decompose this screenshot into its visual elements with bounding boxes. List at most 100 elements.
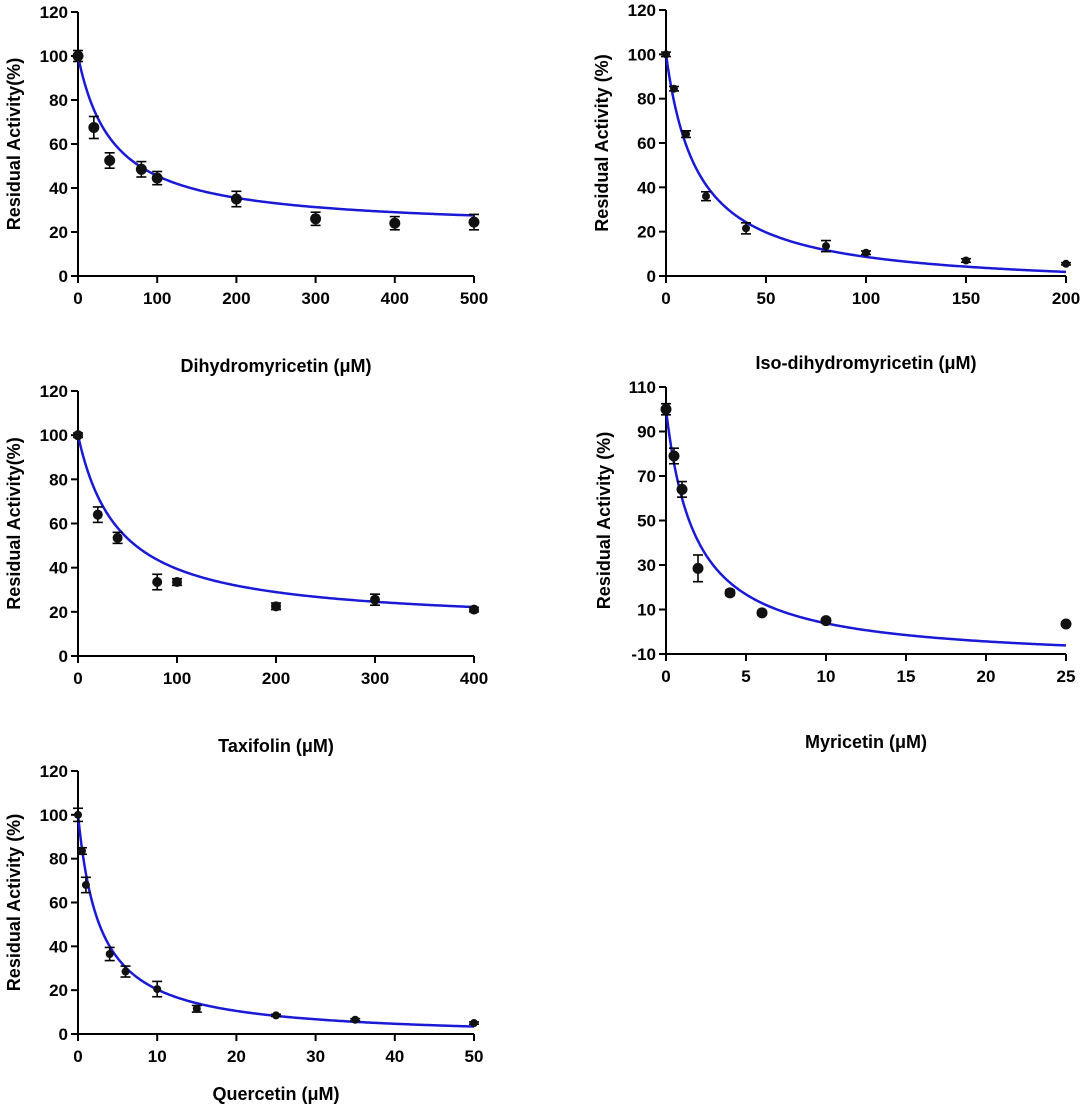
data-point — [135, 163, 147, 175]
x-axis-title: Dihydromyricetin (μM) — [180, 356, 371, 376]
y-tick-label: 10 — [637, 601, 656, 620]
data-point — [742, 224, 750, 233]
data-point — [468, 216, 480, 228]
data-point — [670, 84, 678, 93]
x-tick-label: 0 — [661, 667, 670, 686]
y-tick-label: 40 — [49, 179, 68, 198]
data-point — [756, 607, 768, 619]
y-tick-label: 0 — [59, 267, 68, 286]
x-tick-label: 200 — [1052, 289, 1080, 308]
x-tick-label: 10 — [817, 667, 836, 686]
y-tick-label: 40 — [49, 559, 68, 578]
y-tick-label: 20 — [49, 223, 68, 242]
y-tick-label: 80 — [49, 91, 68, 110]
data-point — [351, 1015, 360, 1024]
x-tick-label: 0 — [73, 669, 82, 688]
y-tick-label: 80 — [49, 470, 68, 489]
y-tick-label: 60 — [637, 134, 656, 153]
fit-curve — [664, 54, 1067, 274]
data-point — [1060, 618, 1072, 630]
x-axis-title: Quercetin (μM) — [212, 1084, 339, 1104]
chart-panel-3: 0 20 40 60 80 100 120 0 100 200 300 400 Taxifolin (μ… — [4, 382, 488, 756]
y-axis-title: Residual Activity (%) — [592, 54, 612, 231]
x-axis-title: Myricetin (μM) — [805, 732, 927, 752]
data-point — [692, 562, 704, 574]
y-tick-label: 70 — [637, 467, 656, 486]
x-tick-label: 300 — [361, 669, 389, 688]
y-tick-label: 80 — [49, 850, 68, 869]
data-point — [88, 122, 100, 133]
fit-curve — [76, 434, 475, 609]
chart-panel-5: 0 20 40 60 80 100 120 0 10 20 30 40 50 Quercetin (μM)… — [4, 762, 483, 1104]
data-point — [230, 193, 242, 205]
data-point — [77, 846, 86, 855]
y-axis-title: Residual Activity(%) — [4, 437, 24, 609]
x-tick-label: 400 — [381, 289, 409, 308]
y-tick-label: 90 — [637, 423, 656, 442]
y-tick-label: 80 — [637, 90, 656, 109]
data-point — [81, 880, 90, 889]
y-tick-label: 110 — [629, 378, 656, 397]
data-point — [702, 192, 710, 201]
y-tick-label: 100 — [40, 426, 68, 445]
x-tick-label: 30 — [306, 1047, 325, 1066]
x-tick-label: 100 — [143, 289, 171, 308]
x-tick-label: 0 — [73, 289, 82, 308]
y-tick-label: 0 — [59, 647, 68, 666]
data-point — [272, 1011, 280, 1020]
fit-curve — [76, 55, 475, 217]
data-point — [74, 810, 82, 819]
y-tick-label: 60 — [49, 135, 68, 154]
x-tick-label: 20 — [227, 1047, 246, 1066]
x-tick-label: 200 — [262, 669, 290, 688]
y-tick-label: 0 — [647, 267, 656, 286]
data-point — [662, 50, 670, 59]
data-point — [820, 615, 832, 627]
data-point — [370, 594, 380, 605]
data-point — [676, 483, 688, 495]
y-tick-label: 100 — [628, 45, 656, 64]
x-tick-label: 400 — [460, 669, 488, 688]
data-point — [172, 577, 182, 588]
y-tick-label: 30 — [637, 556, 656, 575]
data-point — [192, 1004, 201, 1013]
x-tick-label: 300 — [301, 289, 329, 308]
data-point — [469, 604, 479, 615]
data-point — [121, 967, 130, 976]
x-tick-label: 40 — [385, 1047, 404, 1066]
data-point — [389, 217, 401, 229]
chart-panel-2: 0 20 40 60 80 100 120 0 50 100 150 200 Iso-dihydromy… — [592, 1, 1080, 373]
data-point — [72, 50, 84, 62]
data-point — [151, 172, 163, 184]
y-tick-label: 50 — [637, 512, 656, 531]
data-point — [271, 601, 281, 612]
x-tick-label: 20 — [977, 667, 996, 686]
x-tick-label: 100 — [852, 289, 880, 308]
y-tick-label: 60 — [49, 515, 68, 534]
data-point — [92, 509, 103, 520]
x-tick-label: 200 — [222, 289, 250, 308]
chart-panel-1: 0 20 40 60 80 100 120 0 100 200 300 400 500 Dihydromy… — [4, 3, 488, 376]
data-point — [862, 248, 870, 257]
y-axis-title: Residual Activity (%) — [594, 432, 614, 609]
x-tick-label: 5 — [741, 667, 750, 686]
data-point — [153, 985, 162, 994]
data-point — [73, 430, 83, 441]
data-point — [112, 532, 123, 543]
x-tick-label: 0 — [73, 1047, 82, 1066]
y-tick-label: 100 — [40, 47, 68, 66]
x-tick-label: 50 — [757, 289, 776, 308]
y-tick-label: 120 — [40, 382, 68, 401]
data-point — [105, 950, 114, 959]
data-point — [660, 403, 672, 415]
y-tick-label: 100 — [40, 806, 68, 825]
y-axis-title: Residual Activity (%) — [4, 814, 24, 991]
y-tick-label: 120 — [40, 3, 68, 22]
x-tick-label: 150 — [952, 289, 980, 308]
data-point — [822, 242, 830, 251]
y-tick-label: 20 — [49, 603, 68, 622]
y-tick-label: 120 — [628, 1, 656, 20]
y-tick-label: 40 — [637, 178, 656, 197]
y-tick-label: 0 — [59, 1025, 68, 1044]
data-point — [152, 577, 163, 588]
